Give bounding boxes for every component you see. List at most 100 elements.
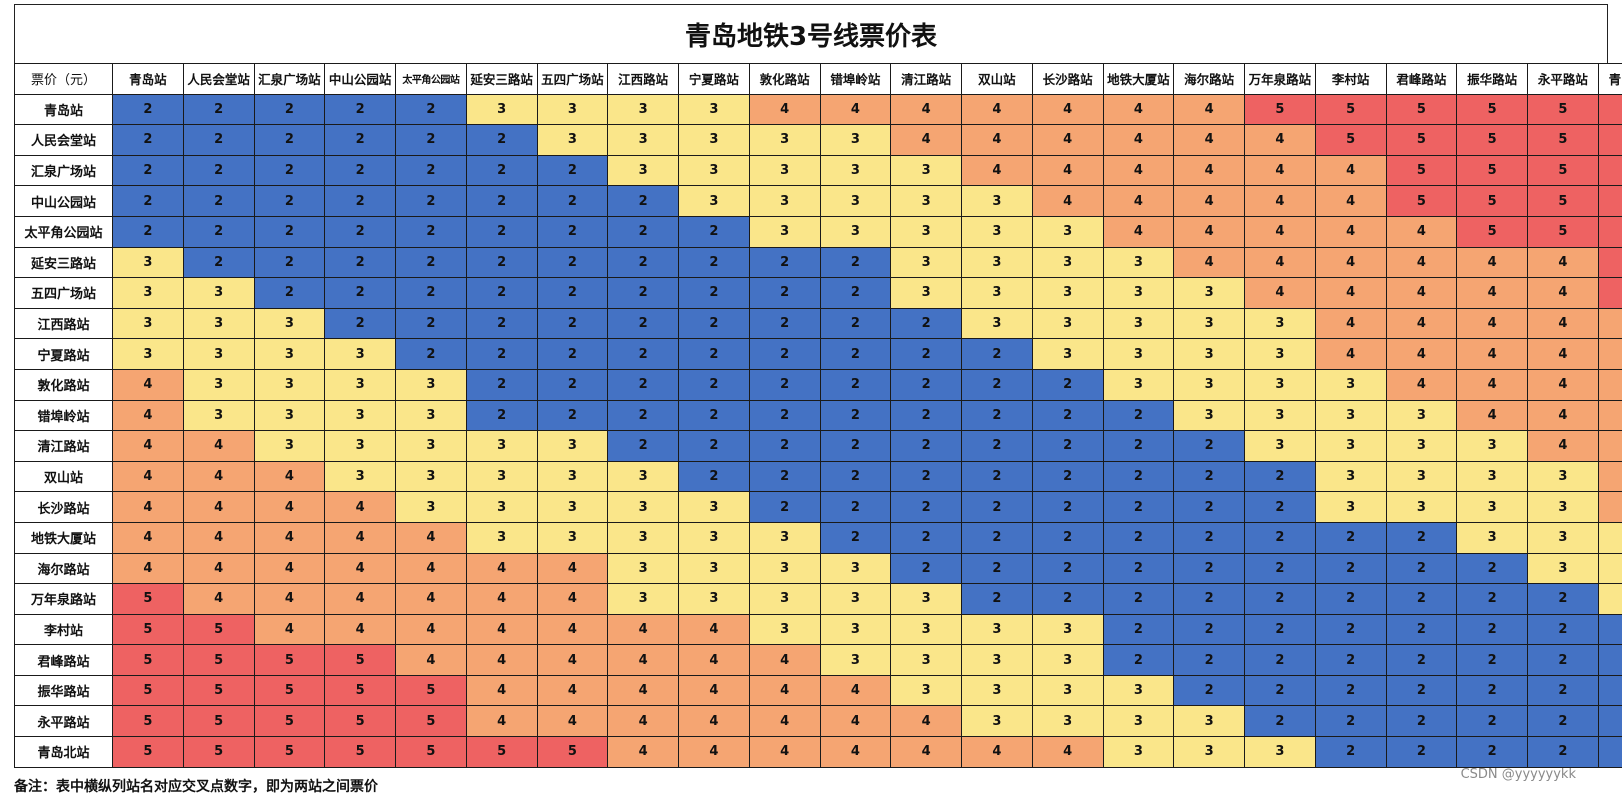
fare-cell: 2	[607, 399, 679, 432]
fare-cell: 4	[890, 736, 962, 768]
fare-cell: 4	[748, 674, 821, 707]
fare-cell: 3	[1456, 491, 1528, 523]
fare-cell: 2	[1102, 491, 1175, 523]
fare-cell: 4	[112, 399, 184, 432]
fare-cell: 4	[182, 583, 255, 615]
fare-cell: 5	[112, 674, 184, 707]
fare-cell: 3	[819, 154, 892, 187]
fare-cell: 5	[1314, 124, 1387, 156]
fare-cell: 2	[253, 246, 326, 279]
fare-cell: 2	[1244, 644, 1316, 676]
fare-cell: 4	[890, 93, 962, 126]
fare-cell: 2	[324, 93, 396, 126]
fare-cell: 2	[1173, 583, 1245, 615]
table-row: 五四广场站3322222222233333444445	[14, 277, 1622, 309]
fare-cell: 4	[253, 552, 326, 585]
fare-cell: 2	[1527, 705, 1599, 738]
fare-cell: 2	[819, 399, 892, 432]
fare-cell: 2	[395, 215, 467, 248]
fare-cell: 4	[324, 552, 396, 585]
fare-cell: 4	[324, 613, 396, 646]
fare-cell: 4	[536, 583, 609, 615]
fare-cell: 4	[1597, 307, 1622, 340]
fare-cell: 5	[112, 705, 184, 738]
fare-cell: 2	[465, 368, 538, 401]
row-header: 永平路站	[14, 705, 113, 738]
fare-cell: 3	[1385, 491, 1458, 523]
row-header: 错埠岭站	[14, 399, 113, 432]
fare-cell: 2	[1102, 552, 1175, 585]
fare-cell: 3	[1527, 552, 1599, 585]
fare-cell: 2	[1102, 430, 1175, 462]
fare-cell: 4	[678, 613, 750, 646]
fare-cell: 4	[536, 705, 609, 738]
fare-cell: 3	[1314, 460, 1387, 493]
fare-cell: 3	[607, 491, 679, 523]
fare-cell: 2	[324, 277, 396, 309]
column-header: 清江路站	[890, 63, 962, 95]
fare-cell: 4	[112, 460, 184, 493]
column-header: 长沙路站	[1031, 63, 1104, 95]
fare-cell: 2	[607, 185, 679, 217]
fare-cell: 3	[678, 583, 750, 615]
fare-cell: 2	[536, 368, 609, 401]
fare-cell: 4	[961, 154, 1033, 187]
fare-cell: 4	[1314, 185, 1387, 217]
fare-cell: 3	[324, 399, 396, 432]
fare-cell: 5	[1456, 185, 1528, 217]
fare-cell: 2	[607, 368, 679, 401]
fare-cell: 3	[1456, 430, 1528, 462]
fare-cell: 5	[1527, 124, 1599, 156]
fare-cell: 2	[1597, 644, 1622, 676]
fare-cell: 2	[819, 246, 892, 279]
fare-cell: 3	[1173, 277, 1245, 309]
fare-cell: 4	[1314, 154, 1387, 187]
fare-cell: 4	[1597, 491, 1622, 523]
row-header: 汇泉广场站	[14, 154, 113, 187]
fare-cell: 2	[961, 521, 1033, 554]
fare-cell: 3	[1031, 613, 1104, 646]
row-header: 李村站	[14, 613, 113, 646]
fare-cell: 2	[890, 399, 962, 432]
fare-cell: 4	[1597, 430, 1622, 462]
fare-cell: 3	[1173, 705, 1245, 738]
fare-cell: 5	[1597, 124, 1622, 156]
fare-cell: 3	[324, 460, 396, 493]
fare-cell: 5	[1456, 154, 1528, 187]
fare-cell: 2	[395, 185, 467, 217]
column-header: 五四广场站	[536, 63, 609, 95]
fare-cell: 4	[1314, 215, 1387, 248]
fare-cell: 2	[395, 93, 467, 126]
fare-cell: 2	[890, 368, 962, 401]
fare-cell: 2	[819, 307, 892, 340]
fare-cell: 3	[1173, 338, 1245, 370]
fare-cell: 5	[112, 583, 184, 615]
fare-cell: 3	[1173, 736, 1245, 768]
fare-cell: 2	[819, 338, 892, 370]
fare-cell: 2	[395, 246, 467, 279]
fare-cell: 3	[1527, 491, 1599, 523]
fare-cell: 2	[1244, 460, 1316, 493]
fare-cell: 3	[1102, 277, 1175, 309]
fare-cell: 4	[1102, 124, 1175, 156]
fare-cell: 2	[748, 430, 821, 462]
fare-cell: 2	[1031, 552, 1104, 585]
fare-cell: 5	[1244, 93, 1316, 126]
fare-cell: 2	[819, 430, 892, 462]
fare-cell: 2	[1173, 644, 1245, 676]
fare-cell: 2	[1527, 644, 1599, 676]
fare-cell: 3	[1314, 399, 1387, 432]
fare-cell: 2	[1102, 583, 1175, 615]
fare-cell: 2	[1385, 736, 1458, 768]
fare-cell: 3	[182, 338, 255, 370]
fare-cell: 4	[1314, 338, 1387, 370]
row-header: 青岛北站	[14, 736, 113, 768]
fare-cell: 2	[678, 399, 750, 432]
row-header: 五四广场站	[14, 277, 113, 309]
fare-cell: 4	[678, 705, 750, 738]
column-header: 汇泉广场站	[253, 63, 326, 95]
fare-cell: 5	[182, 613, 255, 646]
fare-cell: 2	[1314, 705, 1387, 738]
fare-cell: 3	[961, 307, 1033, 340]
fare-cell: 2	[678, 460, 750, 493]
